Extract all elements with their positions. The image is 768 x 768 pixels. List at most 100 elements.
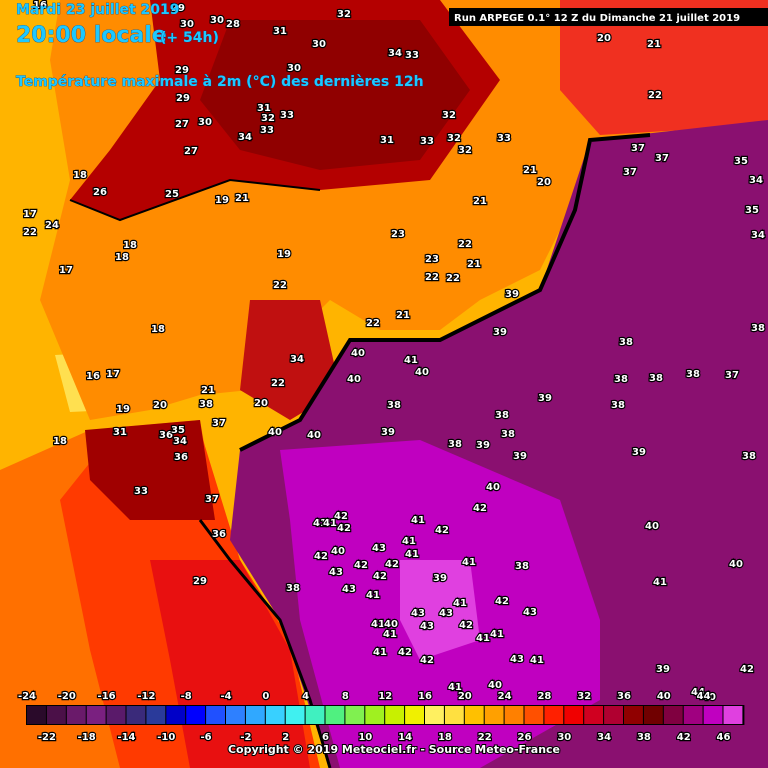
temperature-label: 17: [23, 209, 37, 220]
temperature-label: 41: [323, 518, 337, 529]
temperature-label: 21: [523, 165, 537, 176]
temperature-label: 35: [171, 425, 185, 436]
temperature-label: 41: [313, 518, 327, 529]
date: Mardi 23 juillet 2019: [16, 2, 180, 18]
legend-bottom-label: -22: [38, 732, 56, 743]
legend-top-label: -4: [220, 691, 231, 702]
temperature-label: 40: [702, 692, 716, 703]
temperature-label: 27: [184, 146, 198, 157]
legend-swatch: [106, 706, 126, 724]
temperature-label: 29: [176, 93, 190, 104]
temperature-label: 41: [453, 598, 467, 609]
temperature-label: 43: [342, 584, 356, 595]
temperature-label: 39: [538, 393, 552, 404]
temperature-label: 42: [337, 523, 351, 534]
temperature-label: 41: [371, 619, 385, 630]
temperature-label: 41: [448, 682, 462, 693]
temperature-label: 29: [171, 3, 185, 14]
legend-top-label: -24: [18, 691, 36, 702]
temperature-label: 40: [488, 680, 502, 691]
legend-swatch: [265, 706, 285, 724]
temperature-label: 39: [656, 664, 670, 675]
legend-swatch: [305, 706, 325, 724]
legend-swatch: [146, 706, 166, 724]
legend-swatch: [484, 706, 504, 724]
legend-top-label: 40: [657, 691, 671, 702]
temperature-label: 19: [215, 195, 229, 206]
temperature-label: 21: [647, 39, 661, 50]
legend-top-label: 24: [498, 691, 512, 702]
temperature-label: 41: [530, 655, 544, 666]
temperature-label: 38: [611, 400, 625, 411]
temperature-label: 38: [614, 374, 628, 385]
temperature-label: 30: [312, 39, 326, 50]
temperature-label: 31: [273, 26, 287, 37]
temperature-label: 41: [653, 577, 667, 588]
legend-bottom-label: 2: [282, 732, 289, 743]
temperature-label: 40: [384, 619, 398, 630]
legend-bottom-label: -2: [240, 732, 251, 743]
temperature-label: 22: [23, 227, 37, 238]
temperature-label: 21: [473, 196, 487, 207]
temperature-label: 40: [307, 430, 321, 441]
legend-swatch: [564, 706, 584, 724]
temperature-label: 31: [380, 135, 394, 146]
temperature-label: 32: [261, 113, 275, 124]
temperature-label: 41: [383, 629, 397, 640]
temperature-label: 42: [495, 596, 509, 607]
legend-bottom-label: 10: [358, 732, 372, 743]
legend-bottom-label: 18: [438, 732, 452, 743]
legend-bottom-label: -6: [201, 732, 212, 743]
legend-top-label: -8: [181, 691, 192, 702]
legend-swatch: [46, 706, 66, 724]
temperature-label: 40: [645, 521, 659, 532]
legend-top-label: 32: [577, 691, 591, 702]
temperature-label: 43: [372, 543, 386, 554]
legend-bottom-label: 14: [398, 732, 412, 743]
temperature-label: 31: [113, 427, 127, 438]
subtitle: Température maximale à 2m (°C) des derni…: [16, 74, 424, 90]
temperature-label: 43: [439, 608, 453, 619]
temperature-label: 36: [212, 529, 226, 540]
temperature-label: 39: [632, 447, 646, 458]
temperature-label: 18: [151, 324, 165, 335]
temperature-label: 20: [254, 398, 268, 409]
temperature-label: 40: [729, 559, 743, 570]
legend-bottom-label: -14: [117, 732, 135, 743]
legend-swatch: [425, 706, 444, 724]
legend-bottom-label: -18: [78, 732, 96, 743]
temperature-label: 16: [33, 0, 47, 11]
temperature-label: 38: [501, 429, 515, 440]
temperature-label: 37: [623, 167, 637, 178]
temperature-label: 41: [402, 536, 416, 547]
temperature-label: 38: [199, 399, 213, 410]
temperature-label: 34: [238, 132, 252, 143]
temperature-label: 38: [515, 561, 529, 572]
temperature-label: 17: [106, 369, 120, 380]
temperature-label: 39: [505, 289, 519, 300]
temperature-label: 30: [180, 19, 194, 30]
temperature-label: 43: [523, 607, 537, 618]
temperature-label: 38: [387, 400, 401, 411]
temperature-label: 37: [205, 494, 219, 505]
legend-top-label: -20: [58, 691, 76, 702]
legend-swatch: [206, 706, 225, 724]
temperature-label: 42: [473, 503, 487, 514]
temperature-label: 33: [280, 110, 294, 121]
legend-bottom-label: -10: [157, 732, 175, 743]
temperature-label: 34: [388, 48, 402, 59]
temperature-label: 33: [260, 125, 274, 136]
legend-bottom-label: 30: [557, 732, 571, 743]
temperature-label: 33: [497, 133, 511, 144]
legend-top-label: -16: [98, 691, 116, 702]
legend-top-label: 8: [342, 691, 349, 702]
temperature-label: 36: [159, 430, 173, 441]
legend-top-label: 12: [378, 691, 392, 702]
temperature-label: 34: [290, 354, 304, 365]
temperature-label: 41: [405, 549, 419, 560]
temperature-label: 41: [462, 557, 476, 568]
temperature-label: 41: [490, 629, 504, 640]
legend-swatch: [86, 706, 106, 724]
